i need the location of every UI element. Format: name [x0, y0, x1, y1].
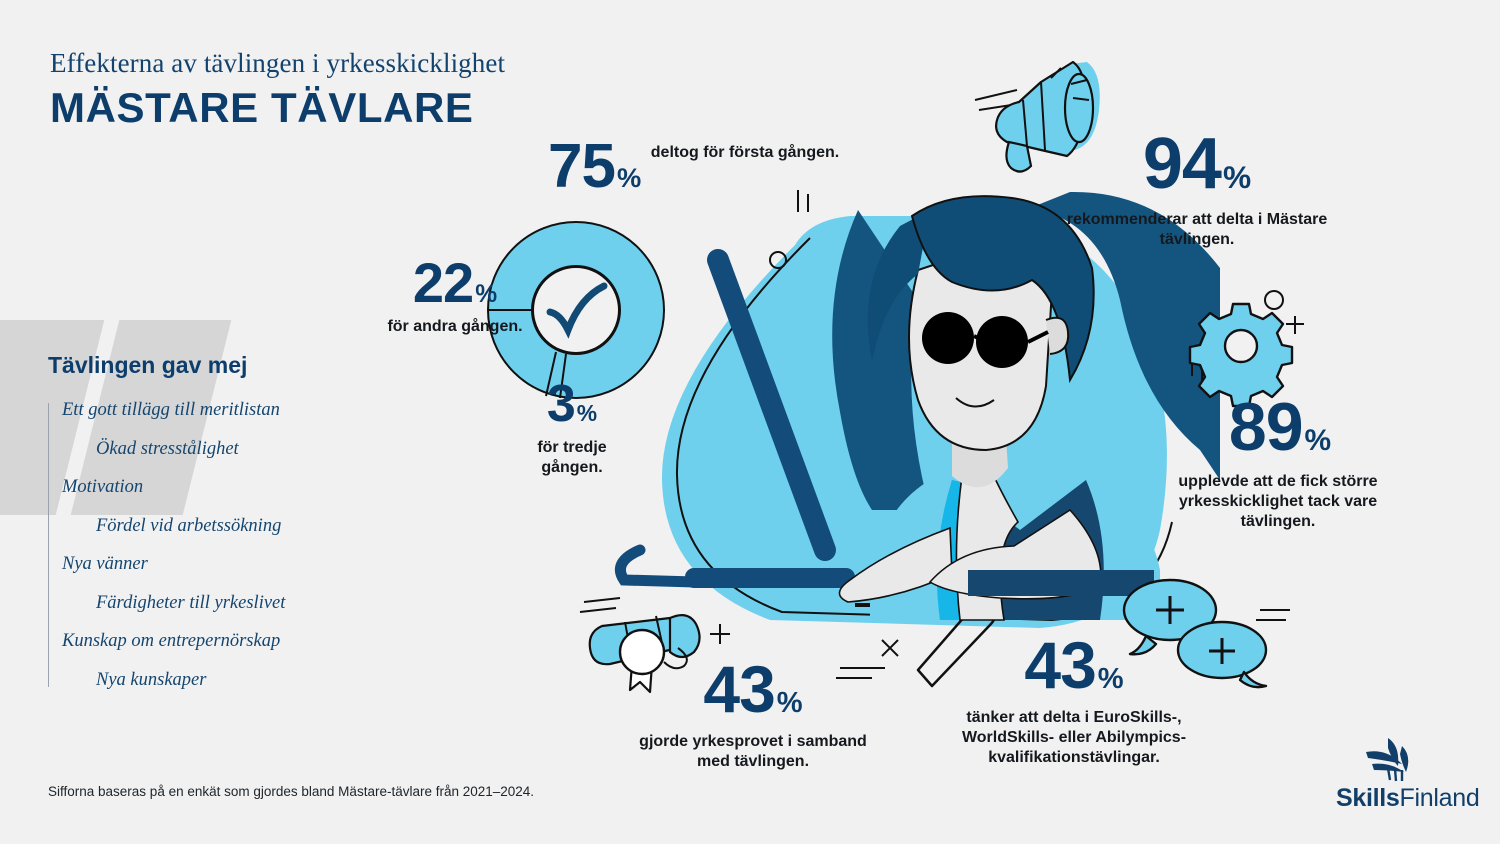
segment-divider-3-75 [559, 353, 567, 399]
headline-kicker: Effekterna av tävlingen i yrkesskickligh… [50, 48, 506, 78]
stat-value: 94% [1142, 124, 1252, 204]
percent-sign: % [1304, 424, 1332, 457]
stat-description: tänker att delta i EuroSkills-, WorldSki… [961, 709, 1187, 767]
stat-description: för andra gången. [387, 318, 523, 336]
percent-sign: % [576, 400, 598, 426]
stat-first-time: 75% deltog för första gången. [548, 132, 839, 201]
list-item: Nya kunskaper [96, 669, 207, 690]
list-item: Ett gott tillägg till meritlistan [62, 400, 280, 420]
sunglasses-right-lens [976, 316, 1028, 368]
stat-value: 43% [1024, 628, 1124, 702]
stat-description: deltog för första gången. [650, 144, 840, 161]
segment-divider-22-3 [545, 351, 557, 397]
competition-benefits-list: Tävlingen gav mej Ett gott tillägg till … [48, 352, 378, 709]
megaphone-icon [974, 60, 1100, 173]
hair-front [910, 195, 1095, 384]
benefits-list-title: Tävlingen gav mej [48, 352, 248, 378]
list-item: Motivation [62, 477, 144, 497]
stat-description: för tredje gången. [537, 438, 607, 476]
source-footnote: Sifforna baseras på en enkät som gjordes… [48, 782, 534, 801]
gear-icon [1188, 290, 1304, 408]
list-item: Nya vänner [62, 554, 148, 574]
list-item: Kunskap om entrepernörskap [62, 631, 281, 651]
logo-brand-light: Finland [1399, 784, 1480, 812]
speech-bubbles-plus-icon [1122, 578, 1290, 689]
stat-vocational-test: 43% gjorde yrkesprovet i samband med täv… [632, 652, 874, 772]
logo-wordmark: SkillsFinland [1336, 784, 1480, 813]
list-item: Fördel vid arbetssökning [96, 515, 282, 536]
headline-title: MÄSTARE TÄVLARE [50, 84, 474, 131]
stat-value: 43% [703, 652, 803, 726]
hair-right [1030, 191, 1220, 480]
stat-value: 3% [546, 375, 598, 433]
sunglasses-left-lens [922, 312, 974, 364]
check-icon [546, 282, 608, 339]
seal-circle [618, 628, 666, 676]
stat-second-time: 22% för andra gången. [386, 251, 524, 337]
stat-value: 89% [1228, 389, 1332, 465]
stat-value: 22% [412, 251, 498, 314]
skills-finland-logo: SkillsFinland [1336, 736, 1480, 813]
participation-donut-chart [487, 221, 665, 399]
list-item: Ökad stresstålighet [96, 438, 239, 459]
stat-recommend: 94% rekommenderar att delta i Mästare tä… [1052, 124, 1342, 250]
list-item: Färdigheter till yrkeslivet [96, 592, 286, 613]
stat-description: rekommenderar att delta i Mästare tävlin… [1066, 211, 1328, 249]
page-title: Effekterna av tävlingen i yrkesskickligh… [50, 48, 505, 132]
list-vertical-rule [48, 403, 49, 687]
left-arm [838, 526, 953, 603]
diploma-icon [579, 597, 730, 694]
logo-brand-bold: Skills [1336, 784, 1400, 812]
footnote-text: Sifforna baseras på en enkät som gjordes… [48, 784, 535, 799]
stat-skill-gain: 89% upplevde att de fick större yrkesski… [1168, 389, 1392, 532]
percent-sign: % [475, 281, 498, 308]
stat-international: 43% tänker att delta i EuroSkills-, Worl… [938, 628, 1210, 768]
percent-sign: % [776, 687, 803, 719]
stat-description: upplevde att de fick större yrkesskickli… [1178, 472, 1378, 530]
stat-description: gjorde yrkesprovet i samband med tävling… [639, 733, 867, 771]
stat-third-time: 3% för tredje gången. [512, 375, 632, 478]
skills-swoosh-icon [1366, 738, 1409, 782]
benefits-items: Ett gott tillägg till meritlistan Ökad s… [48, 401, 378, 689]
laptop-screen-edge [968, 570, 1154, 596]
percent-sign: % [616, 162, 642, 193]
percent-sign: % [1097, 663, 1124, 695]
monitor-stand-bar [707, 249, 836, 561]
laptop-base [685, 568, 855, 588]
stat-value: 75% [548, 132, 642, 201]
percent-sign: % [1222, 159, 1252, 195]
person-at-laptop-illustration [615, 190, 1220, 688]
